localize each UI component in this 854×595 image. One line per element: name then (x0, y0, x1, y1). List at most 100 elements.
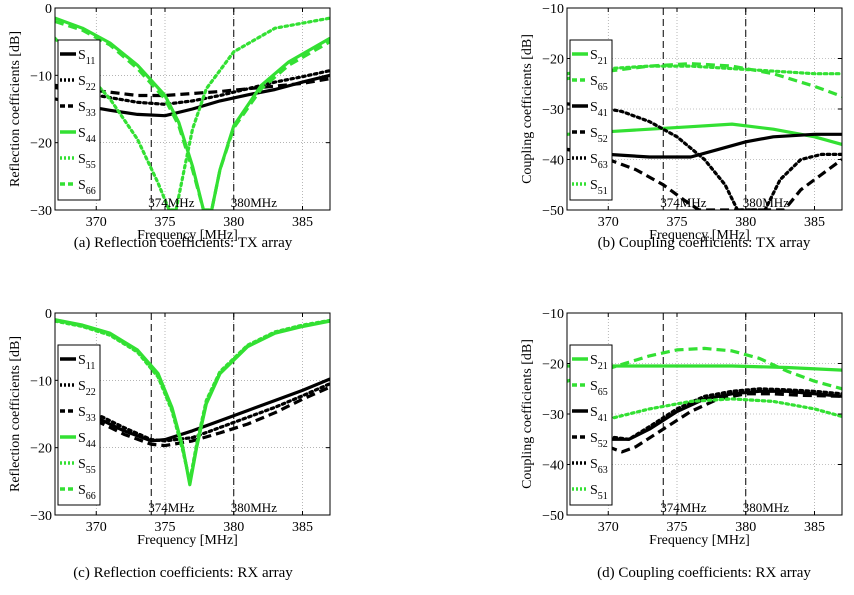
y-tick-label: −30 (542, 103, 564, 118)
legend-subscript: 63 (598, 160, 608, 171)
legend-subscript: 22 (86, 82, 96, 93)
x-tick-label: 375 (667, 520, 688, 535)
y-tick-label: −10 (542, 2, 564, 17)
x-tick-label: 370 (598, 520, 619, 535)
legend-subscript: 44 (86, 439, 96, 450)
plot-area (567, 346, 842, 454)
x-tick-label: 375 (155, 520, 176, 535)
marker-label: 380MHz (231, 500, 277, 515)
panel-caption: (a) Reflection coefficients: TX array (74, 235, 293, 251)
x-tick-label: 380 (735, 520, 756, 535)
x-tick-label: 380 (223, 215, 244, 230)
y-axis-label: Reflection coefficients [dB] (8, 31, 23, 187)
legend-subscript: 63 (598, 465, 608, 476)
panel-caption: (c) Reflection coefficients: RX array (73, 565, 293, 581)
x-axis-label: Frequency [MHz] (137, 228, 238, 243)
axes-frame (54, 7, 331, 211)
series-line-s33 (95, 385, 330, 448)
x-tick-label: 370 (86, 520, 107, 535)
legend-subscript: 11 (86, 361, 96, 372)
y-tick-label: 0 (45, 2, 52, 17)
legend-box (57, 344, 101, 506)
y-tick-label: −40 (542, 154, 564, 169)
x-tick-label: 375 (155, 215, 176, 230)
series-line-s33 (55, 77, 330, 98)
legend-box (569, 344, 613, 506)
x-axis-label: Frequency [MHz] (137, 533, 238, 548)
y-axis-label: Reflection coefficients [dB] (8, 336, 23, 492)
plot-area (55, 16, 330, 210)
legend-subscript: 52 (598, 134, 608, 145)
legend-subscript: 65 (598, 82, 608, 93)
marker-label: 380MHz (231, 195, 277, 210)
legend-box (57, 39, 101, 201)
series-line-s52 (567, 147, 842, 210)
y-tick-label: −50 (542, 204, 564, 219)
series-line-s65 (567, 61, 842, 98)
legend-subscript: 52 (598, 439, 608, 450)
marker-label: 380MHz (743, 195, 789, 210)
chart-panel-0: 374MHz 380MHz 370 375 380 385 −30 −20 −10 0 Freque… (8, 2, 331, 251)
x-tick-label: 385 (292, 520, 313, 535)
x-axis-label: Frequency [MHz] (649, 228, 750, 243)
legend-subscript: 33 (86, 108, 96, 119)
y-tick-label: −20 (30, 137, 52, 152)
legend-subscript: 33 (86, 413, 96, 424)
legend-box (569, 39, 613, 201)
series-line-s51 (606, 397, 842, 421)
legend-subscript: 51 (598, 186, 608, 197)
legend-subscript: 21 (598, 361, 608, 372)
x-tick-label: 370 (598, 215, 619, 230)
legend-subscript: 51 (598, 491, 608, 502)
y-axis-label: Coupling coefficients [dB] (520, 34, 535, 184)
legend-subscript: 66 (86, 186, 96, 197)
marker-label: 380MHz (743, 500, 789, 515)
y-tick-label: −10 (30, 69, 52, 84)
legend-subscript: 21 (598, 56, 608, 67)
y-tick-label: −50 (542, 509, 564, 524)
legend-subscript: 66 (86, 491, 96, 502)
marker-label: 374MHz (660, 195, 706, 210)
marker-label: 374MHz (148, 500, 194, 515)
y-tick-label: −30 (542, 408, 564, 423)
y-axis-label: Coupling coefficients [dB] (520, 339, 535, 489)
x-tick-label: 375 (667, 215, 688, 230)
y-tick-label: −20 (542, 53, 564, 68)
marker-label: 374MHz (660, 500, 706, 515)
y-tick-label: −10 (542, 307, 564, 322)
x-tick-label: 385 (804, 215, 825, 230)
x-tick-label: 385 (292, 215, 313, 230)
series-line-s11 (95, 377, 330, 443)
y-tick-label: −20 (542, 358, 564, 373)
x-tick-label: 380 (735, 215, 756, 230)
legend-subscript: 41 (598, 413, 608, 424)
legend-subscript: 55 (86, 160, 96, 171)
series-line-s51 (567, 64, 842, 76)
legend-subscript: 41 (598, 108, 608, 119)
series-line-s66 (55, 318, 330, 485)
panel-caption: (b) Coupling coefficients: TX array (598, 235, 811, 251)
x-tick-label: 385 (804, 520, 825, 535)
y-tick-label: −30 (30, 204, 52, 219)
legend-subscript: 11 (86, 56, 96, 67)
x-tick-label: 370 (86, 215, 107, 230)
marker-label: 374MHz (148, 195, 194, 210)
series-line-s22 (94, 382, 330, 443)
y-tick-label: −10 (30, 374, 52, 389)
legend-subscript: 22 (86, 387, 96, 398)
plot-area (567, 61, 842, 210)
y-tick-label: −30 (30, 509, 52, 524)
legend-subscript: 44 (86, 134, 96, 145)
series-line-s11 (55, 73, 330, 118)
series-line-s63 (606, 387, 842, 441)
chart-panel-1: 374MHz 380MHz 370 375 380 385 −50 −40 −30 −20 −10 F… (520, 2, 843, 251)
series-line-s41 (567, 132, 842, 159)
axes-frame (54, 312, 331, 516)
series-line-s65 (567, 346, 842, 391)
series-line-s63 (567, 102, 842, 210)
x-tick-label: 380 (223, 520, 244, 535)
